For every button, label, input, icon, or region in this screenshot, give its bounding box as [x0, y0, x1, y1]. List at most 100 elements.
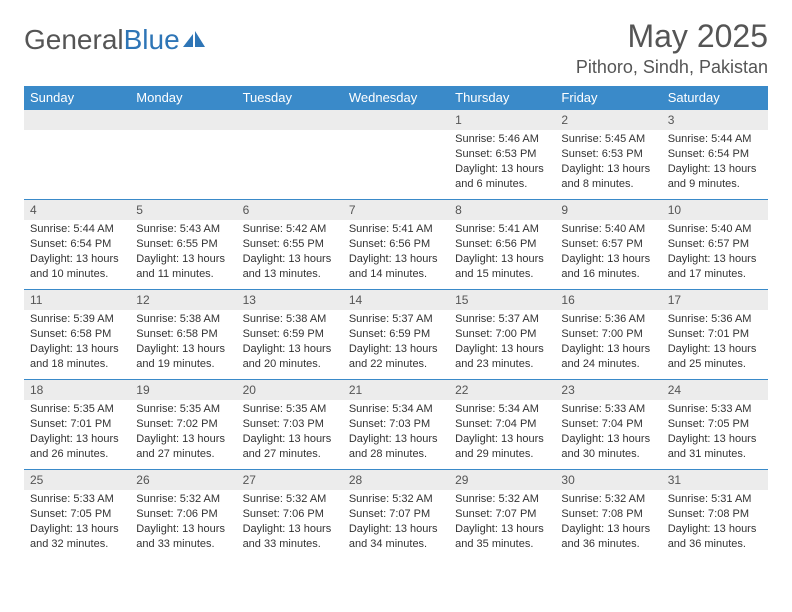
- sunrise-line: Sunrise: 5:35 AM: [136, 402, 230, 417]
- title-block: May 2025 Pithoro, Sindh, Pakistan: [576, 18, 768, 78]
- sunrise-line: Sunrise: 5:32 AM: [136, 492, 230, 507]
- day-number: 9: [555, 200, 661, 220]
- logo-sail-icon: [183, 31, 205, 47]
- sunrise-line: Sunrise: 5:45 AM: [561, 132, 655, 147]
- day-number: 12: [130, 290, 236, 310]
- day-number: 25: [24, 470, 130, 490]
- calendar-header-row: SundayMondayTuesdayWednesdayThursdayFrid…: [24, 86, 768, 110]
- weekday-header: Tuesday: [237, 86, 343, 110]
- daynum-bar-empty: [343, 110, 449, 130]
- day-number: 11: [24, 290, 130, 310]
- calendar-page: GeneralBlue May 2025 Pithoro, Sindh, Pak…: [0, 0, 792, 570]
- sunrise-line: Sunrise: 5:41 AM: [455, 222, 549, 237]
- sunrise-line: Sunrise: 5:44 AM: [668, 132, 762, 147]
- sunset-line: Sunset: 7:00 PM: [561, 327, 655, 342]
- sunrise-line: Sunrise: 5:35 AM: [30, 402, 124, 417]
- calendar-day-cell: 30 Sunrise: 5:32 AMSunset: 7:08 PMDayligh…: [555, 470, 661, 560]
- day-number: 23: [555, 380, 661, 400]
- calendar-day-cell: 22Sunrise: 5:34 AMSunset: 7:04 PMDayligh…: [449, 380, 555, 470]
- day-details: Sunrise: 5:33 AMSunset: 7:05 PMDaylight:…: [662, 400, 768, 465]
- daynum-bar-empty: [237, 110, 343, 130]
- sunset-line: Sunset: 7:06 PM: [136, 507, 230, 522]
- sunset-line: Sunset: 6:59 PM: [349, 327, 443, 342]
- daylight-line: Daylight: 13 hours and 15 minutes.: [455, 252, 549, 282]
- sunrise-line: Sunrise: 5:37 AM: [349, 312, 443, 327]
- sunrise-line: Sunrise: 5:42 AM: [243, 222, 337, 237]
- daynum-bar-empty: [24, 110, 130, 130]
- calendar-day-cell: 17Sunrise: 5:36 AMSunset: 7:01 PMDayligh…: [662, 290, 768, 380]
- daylight-line: Daylight: 13 hours and 34 minutes.: [349, 522, 443, 552]
- daylight-line: Daylight: 13 hours and 14 minutes.: [349, 252, 443, 282]
- calendar-week-row: 11Sunrise: 5:39 AMSunset: 6:58 PMDayligh…: [24, 290, 768, 380]
- calendar-day-cell: 12Sunrise: 5:38 AMSunset: 6:58 PMDayligh…: [130, 290, 236, 380]
- daylight-line: Daylight: 13 hours and 18 minutes.: [30, 342, 124, 372]
- calendar-day-cell: 11Sunrise: 5:39 AMSunset: 6:58 PMDayligh…: [24, 290, 130, 380]
- brand-logo: GeneralBlue: [24, 18, 205, 56]
- daylight-line: Daylight: 13 hours and 19 minutes.: [136, 342, 230, 372]
- day-details: Sunrise: 5:35 AMSunset: 7:03 PMDaylight:…: [237, 400, 343, 465]
- sunrise-line: Sunrise: 5:32 AM: [561, 492, 655, 507]
- day-details: Sunrise: 5:45 AMSunset: 6:53 PMDaylight:…: [555, 130, 661, 195]
- day-details: Sunrise: 5:32 AMSunset: 7:07 PMDaylight:…: [343, 490, 449, 555]
- daylight-line: Daylight: 13 hours and 9 minutes.: [668, 162, 762, 192]
- day-details: Sunrise: 5:46 AMSunset: 6:53 PMDaylight:…: [449, 130, 555, 195]
- day-number: 22: [449, 380, 555, 400]
- weekday-header: Sunday: [24, 86, 130, 110]
- sunset-line: Sunset: 6:57 PM: [561, 237, 655, 252]
- daylight-line: Daylight: 13 hours and 25 minutes.: [668, 342, 762, 372]
- day-details: Sunrise: 5:38 AMSunset: 6:58 PMDaylight:…: [130, 310, 236, 375]
- sunset-line: Sunset: 6:56 PM: [349, 237, 443, 252]
- calendar-day-cell: 24Sunrise: 5:33 AMSunset: 7:05 PMDayligh…: [662, 380, 768, 470]
- weekday-header: Friday: [555, 86, 661, 110]
- day-number: 30: [555, 470, 661, 490]
- daylight-line: Daylight: 13 hours and 36 minutes.: [561, 522, 655, 552]
- brand-part1: General: [24, 24, 124, 56]
- daylight-line: Daylight: 13 hours and 32 minutes.: [30, 522, 124, 552]
- day-number: 15: [449, 290, 555, 310]
- day-details: Sunrise: 5:36 AMSunset: 7:00 PMDaylight:…: [555, 310, 661, 375]
- calendar-day-cell: 10Sunrise: 5:40 AMSunset: 6:57 PMDayligh…: [662, 200, 768, 290]
- sunset-line: Sunset: 6:54 PM: [30, 237, 124, 252]
- daynum-bar-empty: [130, 110, 236, 130]
- day-details: Sunrise: 5:44 AMSunset: 6:54 PMDaylight:…: [24, 220, 130, 285]
- sunset-line: Sunset: 7:02 PM: [136, 417, 230, 432]
- daylight-line: Daylight: 13 hours and 36 minutes.: [668, 522, 762, 552]
- sunrise-line: Sunrise: 5:32 AM: [455, 492, 549, 507]
- sunset-line: Sunset: 7:08 PM: [561, 507, 655, 522]
- daylight-line: Daylight: 13 hours and 22 minutes.: [349, 342, 443, 372]
- daylight-line: Daylight: 13 hours and 27 minutes.: [243, 432, 337, 462]
- weekday-header: Monday: [130, 86, 236, 110]
- day-number: 28: [343, 470, 449, 490]
- day-number: 13: [237, 290, 343, 310]
- month-title: May 2025: [576, 18, 768, 55]
- calendar-day-cell: 27Sunrise: 5:32 AMSunset: 7:06 PMDayligh…: [237, 470, 343, 560]
- sunset-line: Sunset: 7:03 PM: [243, 417, 337, 432]
- day-number: 16: [555, 290, 661, 310]
- calendar-day-cell: 3Sunrise: 5:44 AMSunset: 6:54 PMDaylight…: [662, 110, 768, 200]
- calendar-day-cell: 19Sunrise: 5:35 AMSunset: 7:02 PMDayligh…: [130, 380, 236, 470]
- daylight-line: Daylight: 13 hours and 17 minutes.: [668, 252, 762, 282]
- daylight-line: Daylight: 13 hours and 6 minutes.: [455, 162, 549, 192]
- daylight-line: Daylight: 13 hours and 30 minutes.: [561, 432, 655, 462]
- calendar-day-cell: 1Sunrise: 5:46 AMSunset: 6:53 PMDaylight…: [449, 110, 555, 200]
- sunset-line: Sunset: 6:54 PM: [668, 147, 762, 162]
- day-details: Sunrise: 5:36 AMSunset: 7:01 PMDaylight:…: [662, 310, 768, 375]
- sunrise-line: Sunrise: 5:33 AM: [30, 492, 124, 507]
- weekday-header: Saturday: [662, 86, 768, 110]
- sunset-line: Sunset: 7:07 PM: [455, 507, 549, 522]
- sunset-line: Sunset: 7:05 PM: [668, 417, 762, 432]
- sunset-line: Sunset: 6:58 PM: [136, 327, 230, 342]
- calendar-day-cell: 18Sunrise: 5:35 AMSunset: 7:01 PMDayligh…: [24, 380, 130, 470]
- calendar-week-row: 25Sunrise: 5:33 AMSunset: 7:05 PMDayligh…: [24, 470, 768, 560]
- day-details: Sunrise: 5:35 AMSunset: 7:02 PMDaylight:…: [130, 400, 236, 465]
- calendar-table: SundayMondayTuesdayWednesdayThursdayFrid…: [24, 86, 768, 560]
- calendar-day-cell: [343, 110, 449, 200]
- sunrise-line: Sunrise: 5:40 AM: [668, 222, 762, 237]
- calendar-day-cell: 15Sunrise: 5:37 AMSunset: 7:00 PMDayligh…: [449, 290, 555, 380]
- sunrise-line: Sunrise: 5:36 AM: [668, 312, 762, 327]
- daylight-line: Daylight: 13 hours and 26 minutes.: [30, 432, 124, 462]
- sunrise-line: Sunrise: 5:34 AM: [349, 402, 443, 417]
- sunrise-line: Sunrise: 5:43 AM: [136, 222, 230, 237]
- day-number: 5: [130, 200, 236, 220]
- calendar-day-cell: [237, 110, 343, 200]
